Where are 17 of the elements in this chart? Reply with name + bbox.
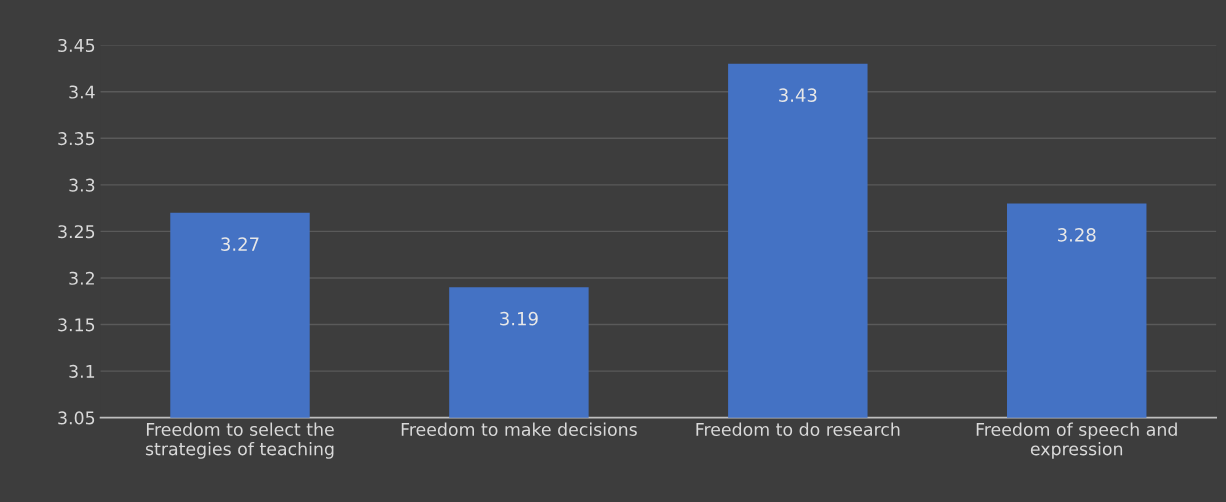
x-tick-label: Freedom to select the strategies of teaching	[145, 422, 334, 459]
x-tick-label: Freedom to make decisions	[401, 422, 637, 436]
data-label: 3.19	[500, 311, 538, 326]
y-tick-label: 3.45	[58, 38, 95, 53]
y-tick-label: 3.3	[69, 178, 95, 192]
y-tick-label: 3.35	[58, 132, 95, 146]
y-tick-label: 3.15	[58, 318, 95, 332]
y-tick-label: 3.05	[58, 411, 95, 425]
x-tick-label: Freedom of speech and expression	[976, 422, 1177, 459]
data-label: 3.27	[221, 237, 259, 251]
x-tick-label: Freedom to do research	[696, 422, 900, 436]
data-label: 3.43	[779, 88, 817, 102]
y-tick-label: 3.1	[69, 364, 95, 378]
data-label: 3.28	[1058, 228, 1096, 242]
y-tick-label: 3.25	[58, 225, 95, 239]
y-tick-label: 3.2	[69, 271, 94, 285]
y-tick-label: 3.4	[69, 85, 95, 99]
